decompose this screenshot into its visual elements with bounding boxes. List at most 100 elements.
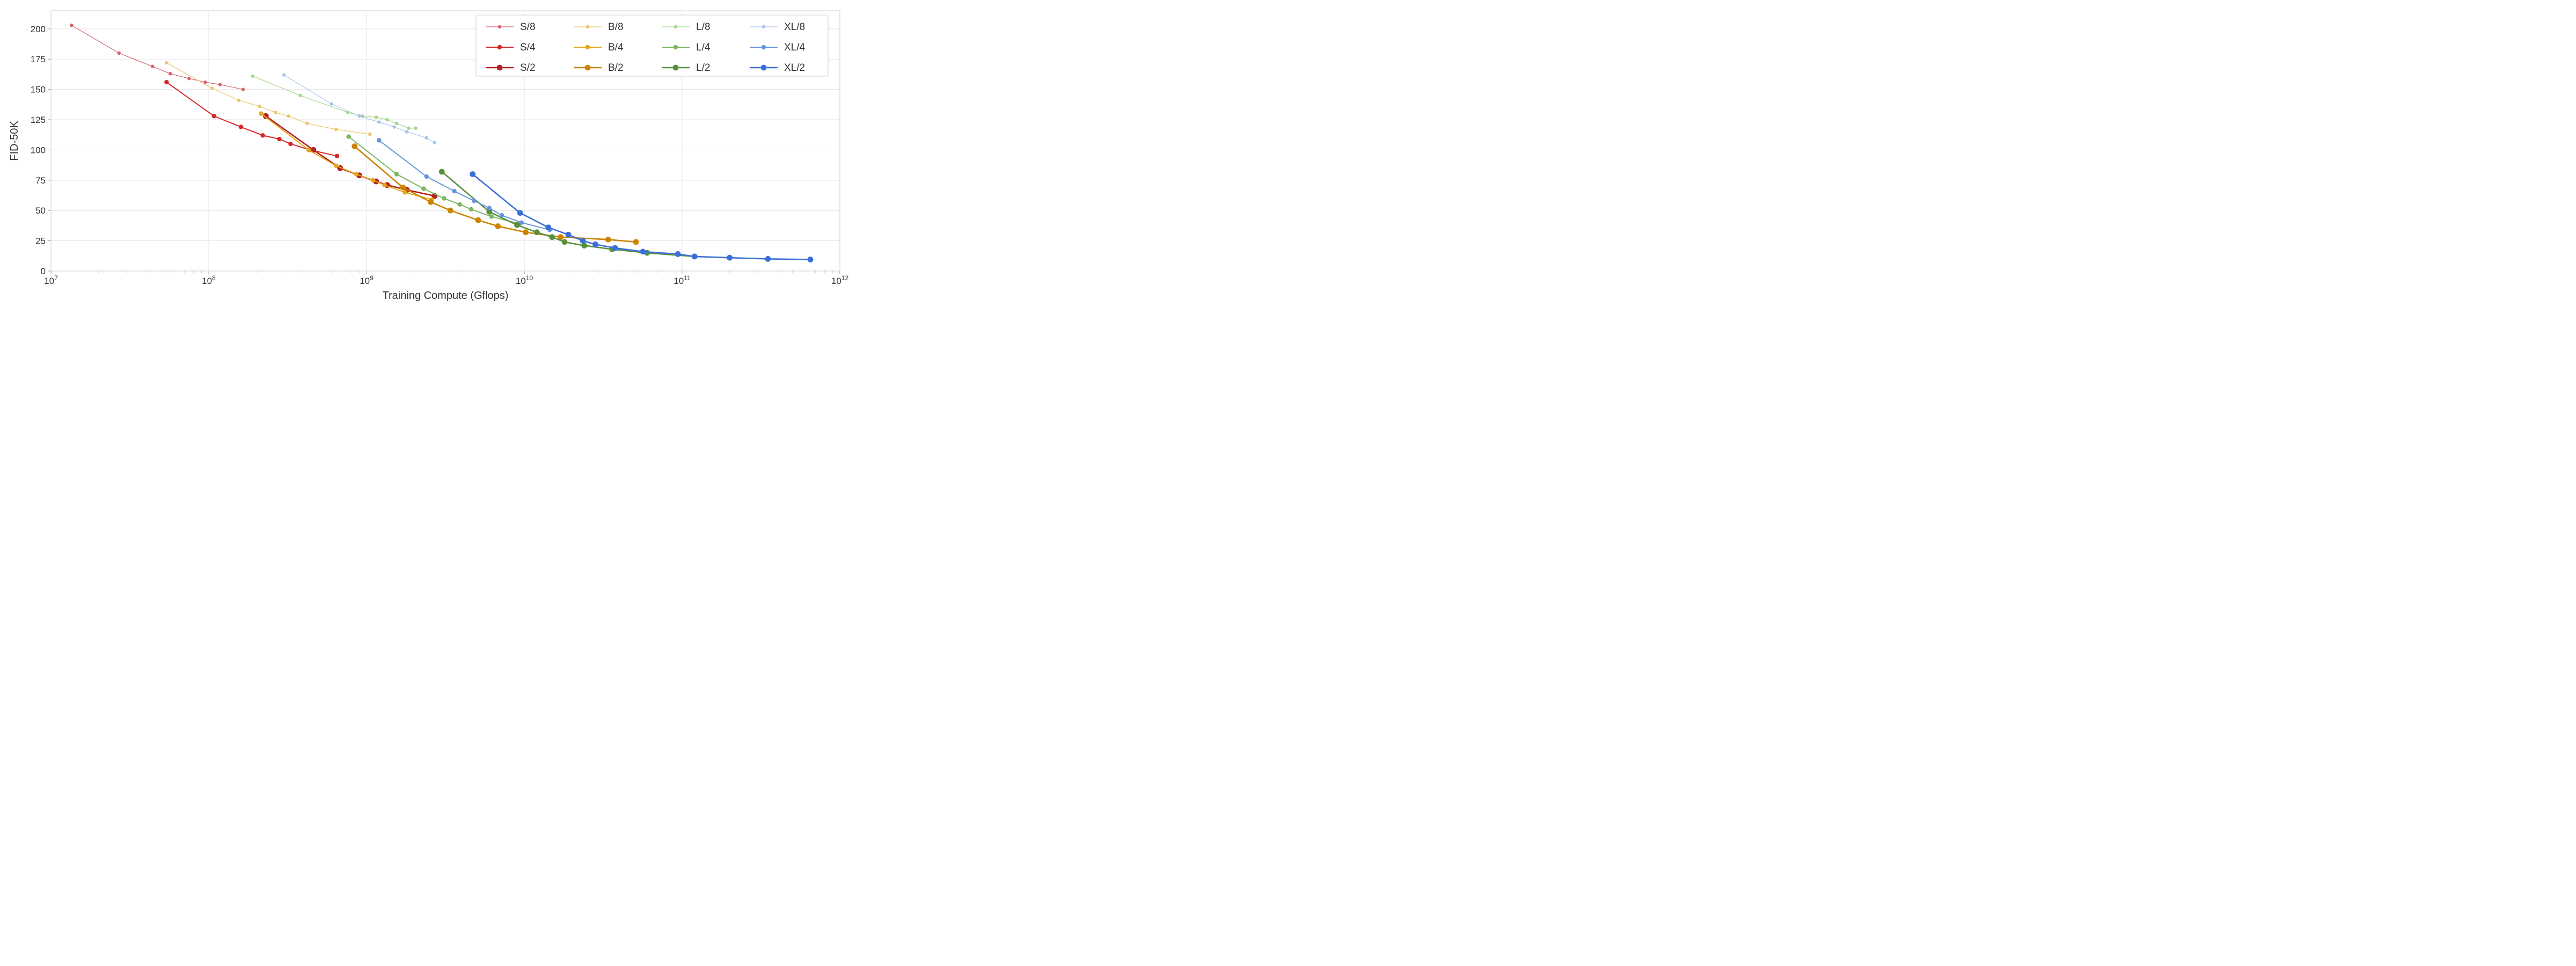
ytick-label: 0	[41, 266, 46, 276]
legend-marker	[673, 65, 679, 71]
series-point	[164, 80, 169, 84]
legend-marker	[497, 65, 503, 71]
series-point	[251, 75, 254, 78]
legend-label: XL/4	[784, 42, 806, 53]
ytick-label: 25	[35, 236, 46, 246]
legend-marker	[761, 65, 767, 71]
series-point	[487, 206, 492, 210]
series-point	[282, 73, 286, 76]
series-point	[260, 133, 265, 137]
ytick-label: 100	[31, 145, 46, 155]
series-point	[70, 24, 73, 27]
series-point	[566, 232, 572, 238]
series-point	[472, 199, 476, 203]
x-axis-label: Training Compute (Gflops)	[383, 290, 509, 302]
series-point	[425, 174, 429, 179]
series-point	[421, 186, 426, 191]
legend-marker	[762, 45, 766, 49]
legend-label: S/8	[520, 21, 536, 33]
series-point	[118, 52, 121, 55]
series-point	[633, 239, 639, 245]
legend-label: L/4	[696, 42, 711, 53]
series-point	[414, 127, 417, 130]
legend-label: L/2	[696, 62, 710, 74]
ytick-label: 125	[31, 115, 46, 125]
series-point	[500, 213, 504, 217]
series-point	[377, 138, 381, 142]
series-point	[592, 241, 598, 247]
series-point	[517, 210, 523, 216]
series-point	[727, 255, 733, 261]
chart-container: 0255075100125150175200107108109101010111…	[0, 0, 859, 322]
legend-marker	[586, 45, 590, 49]
series-point	[368, 133, 371, 136]
series-line-b-4	[261, 114, 432, 200]
series-point	[808, 257, 814, 262]
legend-marker	[497, 45, 502, 49]
series-point	[514, 222, 520, 228]
xtick-label: 1012	[831, 274, 849, 286]
series-line-b-2	[355, 147, 636, 242]
series-point	[385, 118, 389, 121]
series-point	[212, 114, 216, 118]
series-point	[352, 143, 357, 149]
series-point	[470, 171, 475, 177]
legend-marker	[585, 65, 591, 71]
series-point	[458, 202, 462, 207]
series-point	[495, 223, 501, 229]
xtick-label: 107	[44, 274, 58, 286]
ytick-label: 75	[35, 175, 46, 186]
series-point	[425, 136, 428, 140]
legend-marker	[586, 25, 589, 28]
xtick-label: 108	[202, 274, 216, 286]
series-point	[439, 169, 445, 175]
series-point	[277, 137, 281, 141]
legend-label: L/8	[696, 21, 710, 33]
legend-marker	[498, 25, 501, 28]
legend-label: XL/2	[784, 62, 805, 74]
series-point	[394, 172, 399, 176]
legend-marker	[762, 25, 765, 28]
series-point	[203, 80, 207, 84]
series-point	[433, 141, 436, 144]
series-point	[346, 134, 350, 138]
series-point	[402, 190, 407, 194]
series-point	[562, 239, 568, 245]
series-point	[692, 254, 698, 260]
legend-label: B/4	[608, 42, 624, 53]
series-point	[448, 208, 453, 214]
y-axis-label: FID-50K	[9, 121, 20, 161]
xtick-label: 1011	[674, 274, 691, 286]
series-point	[375, 115, 378, 119]
series-line-l-8	[253, 76, 416, 128]
series-point	[452, 189, 456, 193]
ytick-label: 175	[31, 54, 46, 64]
series-line-s-8	[71, 25, 243, 90]
series-point	[675, 251, 681, 257]
series-point	[580, 238, 586, 244]
series-line-b-8	[166, 63, 370, 134]
series-line-xl-2	[473, 174, 810, 260]
series-point	[393, 125, 396, 128]
series-point	[330, 102, 333, 105]
series-point	[287, 114, 290, 118]
series-point	[305, 122, 309, 125]
series-point	[519, 221, 524, 225]
legend-marker	[674, 25, 677, 28]
series-point	[259, 112, 264, 116]
series-point	[354, 172, 358, 176]
series-point	[382, 183, 386, 187]
xtick-label: 1010	[516, 274, 533, 286]
legend-label: S/4	[520, 42, 536, 53]
series-point	[335, 153, 339, 158]
fid-compute-chart: 0255075100125150175200107108109101010111…	[0, 0, 859, 322]
series-point	[288, 142, 292, 146]
series-point	[612, 245, 618, 251]
series-point	[469, 207, 473, 211]
series-point	[405, 130, 408, 133]
series-point	[442, 196, 446, 200]
legend-label: S/2	[520, 62, 536, 74]
legend-label: B/8	[608, 21, 624, 33]
series-line-l-2	[442, 172, 694, 257]
series-point	[241, 87, 245, 91]
